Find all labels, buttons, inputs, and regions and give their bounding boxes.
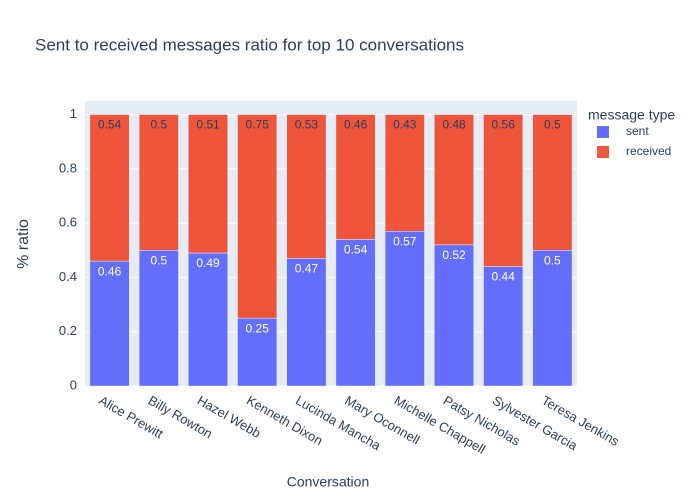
legend-swatch — [597, 146, 609, 158]
bar-segment — [138, 250, 179, 387]
y-tick-label: 0 — [70, 377, 77, 392]
value-label: 0.46 — [98, 264, 122, 278]
bar-segment — [138, 114, 179, 251]
bar-segment — [89, 114, 130, 262]
value-label: 0.49 — [196, 256, 220, 270]
chart-title: Sent to received messages ratio for top … — [35, 35, 464, 54]
y-axis-title: % ratio — [15, 219, 32, 269]
value-label: 0.48 — [442, 118, 466, 132]
bar-segment — [483, 266, 524, 387]
value-label: 0.5 — [544, 118, 561, 132]
bar-segment — [286, 114, 327, 259]
legend-label: sent — [626, 124, 649, 138]
legend-label: received — [626, 144, 671, 158]
bar-segment — [384, 114, 425, 232]
y-tick-label: 0.2 — [59, 323, 77, 338]
value-label: 0.56 — [492, 118, 516, 132]
x-tick-label: Lucinda Mancha — [293, 393, 384, 454]
bar-segment — [532, 114, 573, 251]
bar-segment — [532, 250, 573, 387]
bar-segment — [384, 231, 425, 387]
bar-segment — [237, 114, 278, 319]
value-label: 0.5 — [544, 253, 561, 267]
y-tick-label: 0.4 — [59, 269, 77, 284]
value-label: 0.5 — [150, 118, 167, 132]
value-label: 0.44 — [492, 270, 516, 284]
bar-segment — [188, 252, 228, 387]
value-label: 0.54 — [344, 243, 368, 257]
value-label: 0.43 — [393, 118, 417, 132]
x-axis-title: Conversation — [287, 474, 370, 490]
bar-segment — [483, 114, 524, 267]
value-label: 0.51 — [196, 118, 220, 132]
value-label: 0.47 — [295, 262, 319, 276]
value-label: 0.25 — [246, 321, 270, 335]
bar-segment — [434, 244, 474, 387]
value-label: 0.53 — [295, 118, 319, 132]
bar-segment — [335, 239, 376, 387]
bar-segment — [434, 114, 474, 246]
value-label: 0.75 — [246, 118, 270, 132]
y-tick-label: 1 — [70, 106, 77, 121]
value-label: 0.52 — [442, 248, 466, 262]
bar-segment — [335, 114, 376, 240]
bar-segment — [89, 260, 130, 387]
y-tick-label: 0.6 — [59, 215, 77, 230]
y-tick-label: 0.8 — [59, 160, 77, 175]
value-label: 0.5 — [150, 253, 167, 267]
bar-segment — [188, 114, 228, 254]
value-label: 0.46 — [344, 118, 368, 132]
bar-segment — [286, 258, 327, 387]
legend-swatch — [597, 126, 609, 138]
legend-title: message type — [588, 107, 675, 123]
value-label: 0.54 — [98, 118, 122, 132]
value-label: 0.57 — [393, 234, 417, 248]
x-tick-label: Sylvester Garcia — [490, 393, 581, 454]
